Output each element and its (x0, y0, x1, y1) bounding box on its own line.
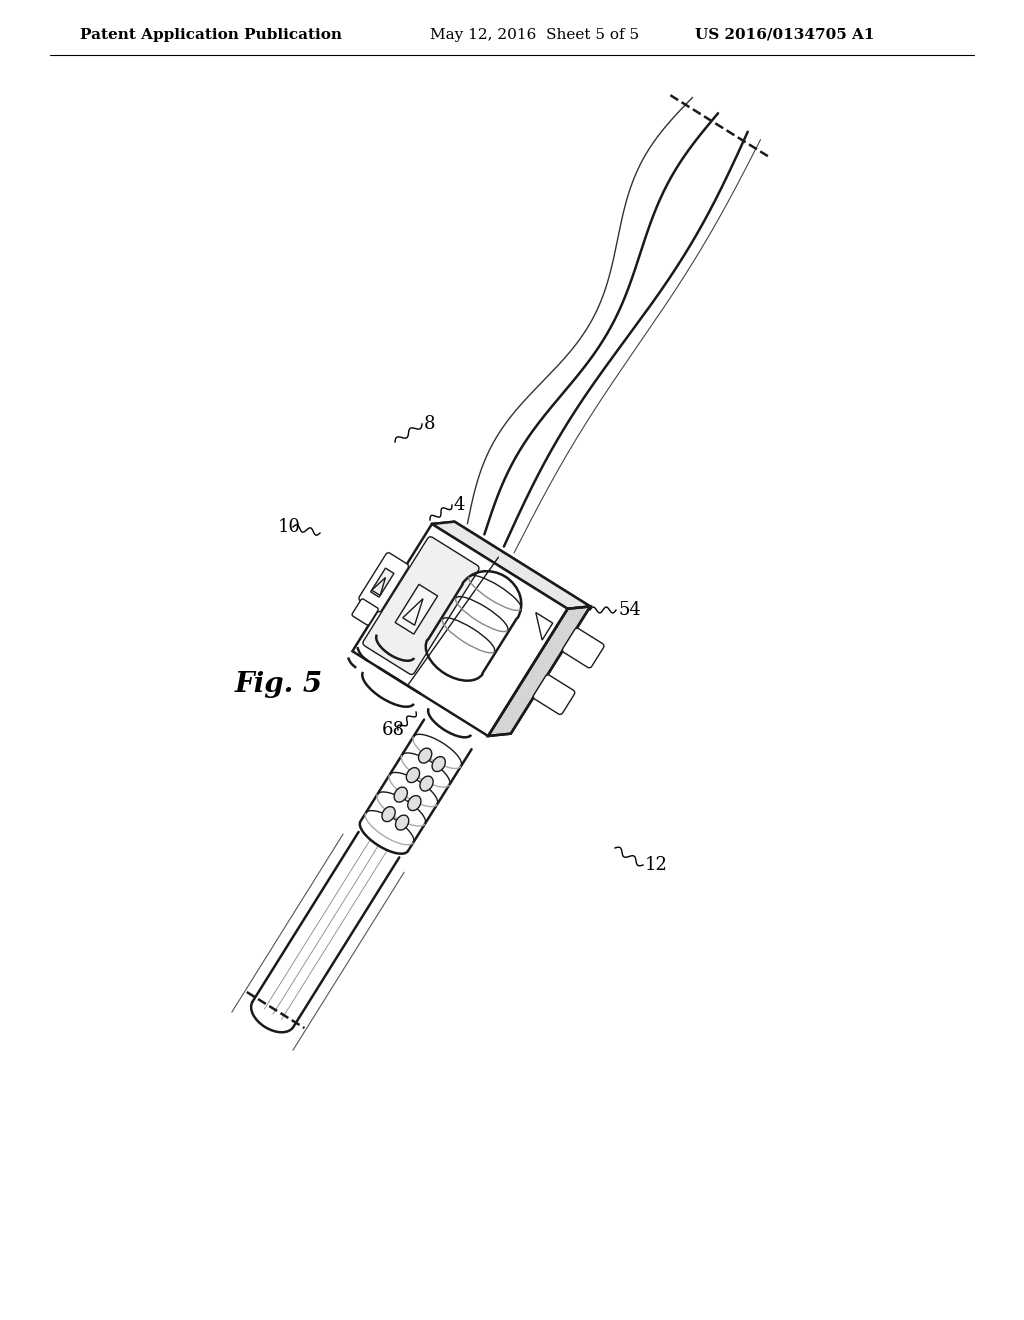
Text: 12: 12 (645, 855, 668, 874)
Ellipse shape (432, 756, 445, 772)
Ellipse shape (407, 768, 420, 783)
Text: 4: 4 (454, 496, 465, 513)
Polygon shape (488, 606, 590, 737)
Polygon shape (432, 521, 590, 609)
Text: 68: 68 (382, 721, 406, 739)
FancyBboxPatch shape (562, 628, 604, 668)
FancyBboxPatch shape (362, 537, 479, 675)
Text: 54: 54 (618, 601, 641, 619)
Ellipse shape (420, 776, 433, 791)
Bar (371, 568, 394, 597)
Bar (352, 524, 567, 737)
Ellipse shape (395, 816, 409, 830)
Ellipse shape (408, 796, 421, 810)
Ellipse shape (419, 748, 432, 763)
FancyBboxPatch shape (352, 599, 378, 626)
Text: Fig. 5: Fig. 5 (234, 672, 324, 698)
Ellipse shape (394, 787, 408, 803)
Text: US 2016/0134705 A1: US 2016/0134705 A1 (695, 28, 874, 42)
FancyBboxPatch shape (358, 553, 409, 612)
FancyBboxPatch shape (534, 675, 574, 714)
Text: Patent Application Publication: Patent Application Publication (80, 28, 342, 42)
Text: 10: 10 (278, 517, 301, 536)
Text: 8: 8 (424, 414, 435, 433)
Bar (395, 585, 437, 634)
Ellipse shape (382, 807, 395, 821)
Text: May 12, 2016  Sheet 5 of 5: May 12, 2016 Sheet 5 of 5 (430, 28, 639, 42)
